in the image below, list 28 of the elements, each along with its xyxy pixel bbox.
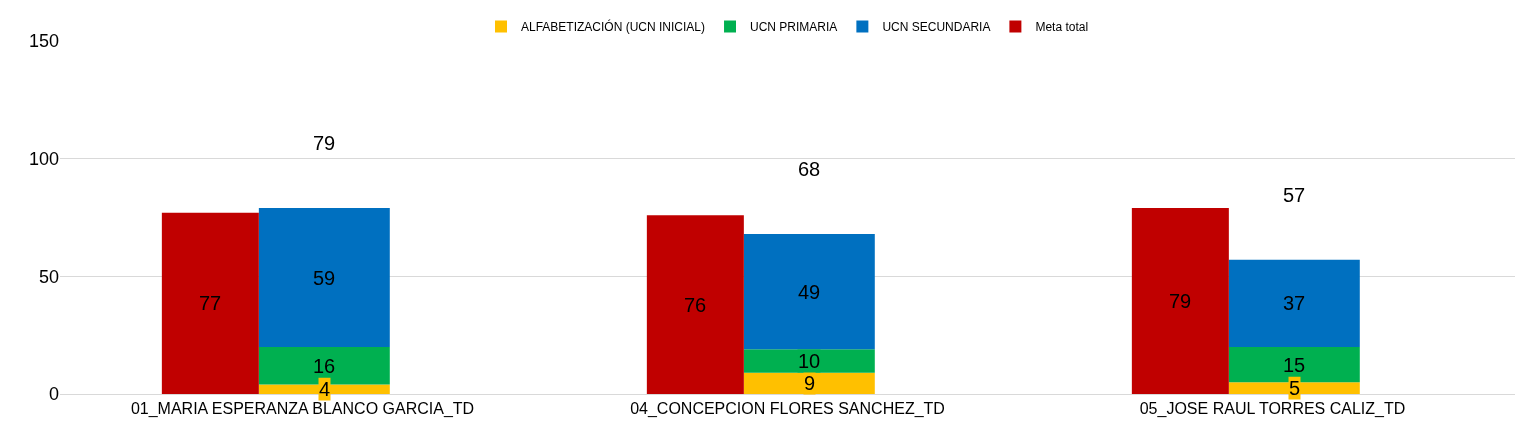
total-label: 68 [798,158,821,180]
data-label: 9 [804,372,816,394]
y-tick-label: 150 [28,31,59,52]
legend-label: UCN PRIMARIA [750,20,838,35]
y-tick-label: 50 [38,266,59,287]
x-tick-label: 05_JOSE RAUL TORRES CALIZ_TD [1139,400,1406,419]
data-label: 4 [319,378,331,400]
data-label: 5 [1289,377,1301,399]
data-label: 15 [1283,354,1306,376]
total-label: 79 [313,132,336,154]
data-label: 77 [199,292,222,314]
x-tick-label: 01_MARIA ESPERANZA BLANCO GARCIA_TD [130,400,475,419]
data-label: 37 [1283,292,1306,314]
x-tick-label: 04_CONCEPCION FLORES SANCHEZ_TD [630,400,945,419]
bar [1228,346,1360,383]
bar [743,372,875,394]
data-label: 10 [798,350,821,372]
data-label: 79 [1169,290,1192,312]
legend-label: UCN SECUNDARIA [882,20,991,35]
y-tick-label: 100 [28,148,59,169]
data-label: 59 [313,267,336,289]
y-tick-label: 0 [48,384,59,405]
total-label: 57 [1283,184,1306,206]
data-label: 49 [798,281,821,303]
legend-label: Meta total [1035,20,1089,35]
data-label: 16 [313,355,336,377]
legend-label: ALFABETIZACIÓN (UCN INICIAL) [521,19,706,35]
data-label: 76 [684,294,707,316]
